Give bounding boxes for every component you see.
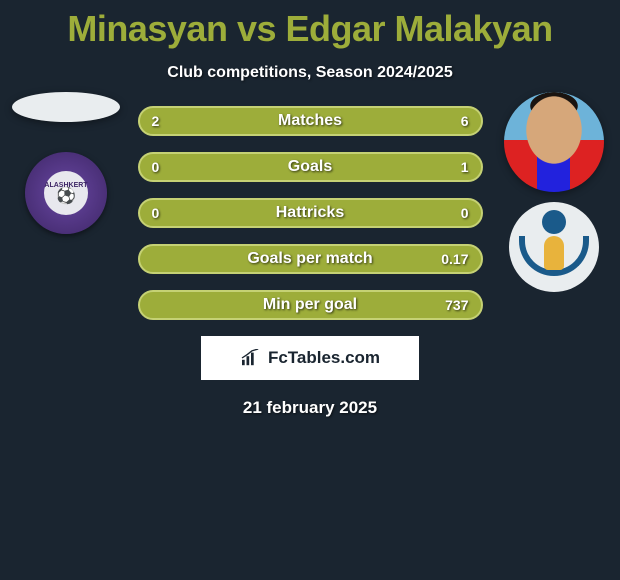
stat-bar: Goals per match0.17 — [138, 244, 483, 274]
club2-logo — [504, 202, 604, 292]
soccer-ball-icon: ⚽ — [56, 189, 76, 205]
stat-label: Goals per match — [140, 250, 481, 268]
left-player-column: ALASHKERT ⚽ — [6, 92, 126, 242]
player2-photo — [504, 92, 604, 192]
club2-badge — [509, 202, 599, 292]
stat-label: Min per goal — [140, 296, 481, 314]
chart-icon — [240, 349, 262, 367]
page-title: Minasyan vs Edgar Malakyan — [0, 0, 620, 50]
stat-label: Goals — [140, 158, 481, 176]
club1-logo: ALASHKERT ⚽ — [23, 150, 109, 236]
club2-wheat-icon — [544, 236, 564, 270]
date-text: 21 february 2025 — [0, 398, 620, 418]
attribution-text: FcTables.com — [268, 348, 380, 368]
stat-label: Matches — [140, 112, 481, 130]
stat-bar: Min per goal737 — [138, 290, 483, 320]
stat-bar: 0Hattricks0 — [138, 198, 483, 228]
attribution-box: FcTables.com — [201, 336, 419, 380]
stat-right-value: 0.17 — [441, 251, 468, 267]
club1-badge: ALASHKERT ⚽ — [25, 152, 107, 234]
club2-ball-icon — [542, 210, 566, 234]
player1-placeholder — [12, 92, 120, 122]
comparison-content: ALASHKERT ⚽ 2Matches60Goals10Hattricks0G… — [0, 106, 620, 320]
stat-label: Hattricks — [140, 204, 481, 222]
stat-right-value: 1 — [461, 159, 469, 175]
subtitle: Club competitions, Season 2024/2025 — [0, 64, 620, 82]
stat-right-value: 737 — [445, 297, 468, 313]
stat-bar: 0Goals1 — [138, 152, 483, 182]
stat-bar: 2Matches6 — [138, 106, 483, 136]
stat-right-value: 6 — [461, 113, 469, 129]
club1-badge-inner: ALASHKERT ⚽ — [44, 171, 88, 215]
stat-right-value: 0 — [461, 205, 469, 221]
right-player-column — [494, 92, 614, 298]
stats-bars: 2Matches60Goals10Hattricks0Goals per mat… — [138, 106, 483, 320]
